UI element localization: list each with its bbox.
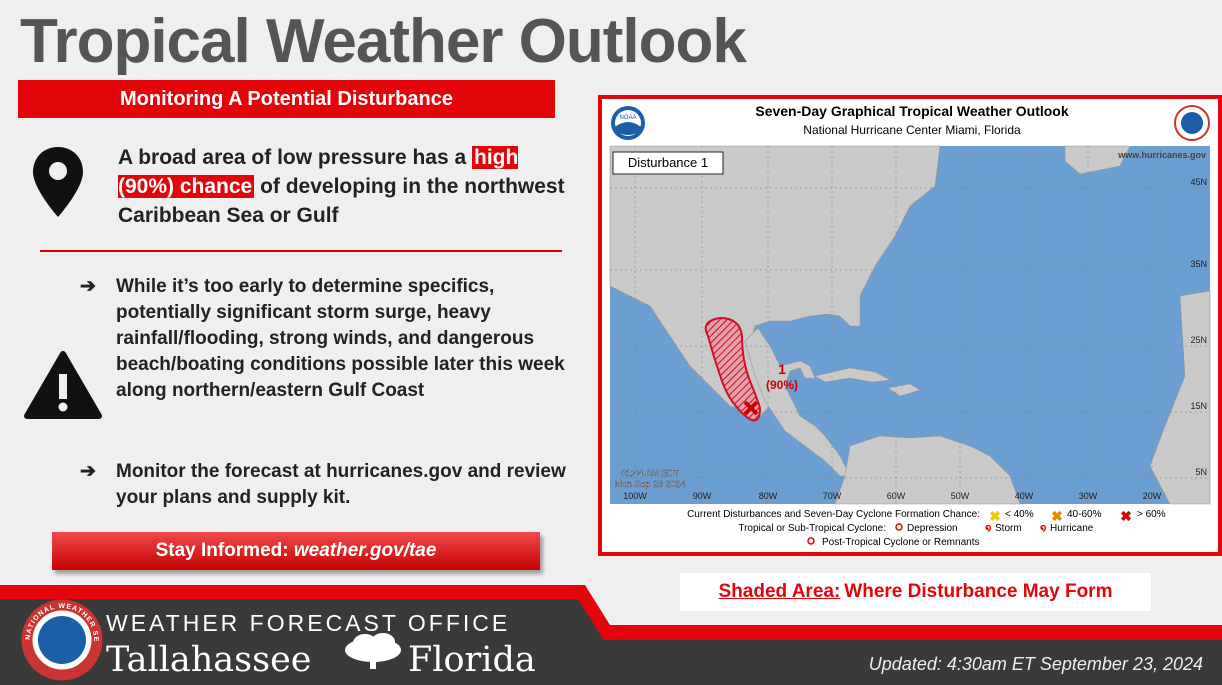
cta-label: Stay Informed: (155, 540, 289, 561)
lon-label: 60W (887, 491, 906, 501)
lon-labels: 100W 90W 80W 70W 60W 50W 40W 30W 20W (623, 491, 1162, 501)
map-legend: Current Disturbances and Seven-Day Cyclo… (687, 508, 1166, 548)
summary-text: A broad area of low pressure has a (118, 146, 467, 169)
timestamp: Mon Sep 23 2024 (614, 479, 685, 489)
stay-informed-button: Stay Informed: weather.gov/tae (52, 532, 540, 570)
legend-text: Depression (907, 523, 958, 534)
legend-text: Hurricane (1050, 523, 1094, 534)
caption: Shaded Area: Where Disturbance May Form (680, 573, 1151, 611)
disturbance-area (704, 316, 762, 422)
legend-text: < 40% (1005, 509, 1034, 520)
outlook-map: NOAA Seven-Day Graphical Tropical Weathe… (598, 95, 1222, 556)
bullet-text: While it’s too early to determine specif… (116, 276, 565, 401)
chance: (90%) (766, 378, 798, 392)
mexico (744, 327, 851, 477)
bullet: ➔ Monitor the forecast at hurricanes.gov … (80, 459, 580, 511)
footer: NATIONAL WEATHER SERVICE WEATHER FORECAS… (0, 585, 1222, 685)
south-america (834, 435, 1021, 505)
africa (1149, 290, 1211, 505)
north-america (609, 145, 941, 417)
map-subtitle: National Hurricane Center Miami, Florida (803, 123, 1021, 137)
legend-text: 40-60% (1067, 509, 1102, 520)
lat-label: 5N (1195, 467, 1207, 477)
svg-text:✖: ✖ (989, 508, 1001, 524)
lon-label: 100W (623, 491, 647, 501)
marker: 1 (778, 361, 786, 377)
lon-label: 40W (1015, 491, 1034, 501)
bullet-text: Monitor the forecast at hurricanes.gov a… (116, 461, 566, 508)
summary: A broad area of low pressure has a high … (118, 143, 573, 230)
warning-icon (24, 351, 102, 419)
office: WEATHER FORECAST OFFICE (106, 610, 510, 636)
title: Tropical Weather Outlook (20, 7, 747, 76)
lat-label: 45N (1190, 177, 1207, 187)
lat-label: 15N (1190, 401, 1207, 411)
timestamp: 01:44 AM EDT (621, 468, 680, 478)
state: Florida (408, 640, 536, 680)
banner: Monitoring A Potential Disturbance (18, 80, 555, 118)
map-graphic: NOAA Seven-Day Graphical Tropical Weathe… (609, 103, 1211, 548)
legend-text: > 60% (1137, 509, 1166, 520)
disturbance-label: Disturbance 1 (628, 155, 708, 170)
tree-icon (345, 633, 401, 669)
lon-label: 30W (1079, 491, 1098, 501)
lon-label: 90W (693, 491, 712, 501)
lat-label: 25N (1190, 335, 1207, 345)
lon-label: 50W (951, 491, 970, 501)
lon-label: 80W (759, 491, 778, 501)
lon-label: 70W (823, 491, 842, 501)
legend-text: Post-Tropical Cyclone or Remnants (822, 537, 979, 548)
site: www.hurricanes.gov (1117, 150, 1206, 160)
disturbance-x (743, 400, 759, 416)
updated: Updated: 4:30am ET September 23, 2024 (869, 654, 1203, 674)
lat-label: 35N (1190, 259, 1207, 269)
svg-text:໑: ໑ (1040, 523, 1047, 534)
divider (40, 250, 562, 252)
svg-text:✖: ✖ (1120, 508, 1132, 524)
cuba (814, 367, 891, 383)
lat-labels: 45N 35N 25N 15N 5N (1190, 177, 1207, 477)
legend-text: Current Disturbances and Seven-Day Cyclo… (687, 509, 980, 520)
caption-text: Where Disturbance May Form (844, 581, 1113, 602)
legend-text: Tropical or Sub-Tropical Cyclone: (738, 523, 886, 534)
svg-text:✖: ✖ (1051, 508, 1063, 524)
disturbance-box (612, 151, 724, 175)
caption-label: Shaded Area: (718, 581, 841, 602)
pin-icon (33, 147, 83, 217)
cta-link: weather.gov/tae (293, 540, 437, 561)
city: Tallahassee (106, 640, 312, 680)
legend-text: Storm (995, 523, 1022, 534)
summary-text: of developing in the northwest Caribbean… (118, 175, 565, 227)
noaa-label: NOAA (619, 115, 636, 121)
bullet: ➔ While it’s too early to determine speci… (80, 274, 580, 404)
greenland (1064, 145, 1131, 175)
lon-label: 20W (1143, 491, 1162, 501)
map-title: Seven-Day Graphical Tropical Weather Out… (755, 103, 1068, 119)
svg-text:໑: ໑ (985, 523, 992, 534)
